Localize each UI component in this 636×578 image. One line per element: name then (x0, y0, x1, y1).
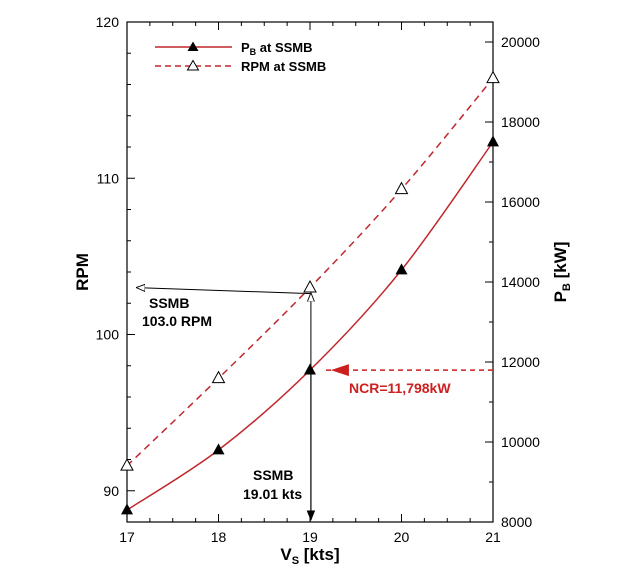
y-axis-right: 8000 10000 12000 14000 16000 18000 20000 (485, 34, 540, 530)
y-left-tick-label: 100 (96, 327, 120, 343)
plot-frame (126, 21, 494, 523)
y-axis-right-title: PB [kW] (551, 242, 573, 303)
y-right-tick-label: 10000 (501, 434, 540, 450)
x-tick-label: 19 (302, 529, 318, 545)
x-tick-label: 21 (485, 529, 501, 545)
speed-annotation-line2: 19.01 kts (243, 486, 302, 502)
ncr-annotation-label: NCR=11,798kW (349, 380, 451, 396)
legend: PB at SSMB RPM at SSMB (155, 40, 326, 74)
ncr-arrow-head (330, 364, 349, 377)
data-point-0 (212, 443, 225, 455)
series-layer (120, 70, 500, 515)
x-tick-label: 20 (394, 529, 410, 545)
y-left-tick-label: 120 (96, 14, 120, 30)
rpm-guide-arrow (137, 288, 311, 295)
annotation-guides (137, 288, 493, 522)
data-point-0 (121, 503, 133, 515)
legend-label-power: PB at SSMB (241, 40, 313, 57)
data-point-1 (486, 70, 500, 84)
data-point-1 (120, 458, 134, 471)
x-axis-title: VS [kts] (280, 545, 339, 567)
data-point-0 (395, 263, 408, 275)
x-tick-label: 17 (119, 529, 135, 545)
y-right-tick-label: 8000 (501, 514, 532, 530)
y-axis-left-title: RPM (73, 253, 92, 291)
data-point-1 (394, 181, 409, 195)
legend-label-rpm: RPM at SSMB (241, 59, 326, 74)
rpm-annotation-line1: SSMB (149, 295, 189, 311)
y-axis-left: 90 100 110 120 (96, 14, 135, 523)
data-point-1 (303, 279, 317, 293)
y-right-tick-label: 20000 (501, 34, 540, 50)
y-left-tick-label: 90 (103, 483, 119, 499)
speed-annotation-line1: SSMB (253, 467, 293, 483)
legend-marker-rpm (186, 59, 200, 71)
series-line-1 (126, 77, 494, 467)
y-right-tick-label: 18000 (501, 114, 540, 130)
data-point-0 (487, 135, 499, 147)
x-tick-label: 18 (211, 529, 227, 545)
data-point-1 (211, 370, 226, 384)
rpm-annotation-line2: 103.0 RPM (142, 313, 212, 329)
legend-marker-power (187, 41, 199, 51)
y-right-tick-label: 14000 (501, 274, 540, 290)
y-right-tick-label: 16000 (501, 194, 540, 210)
x-axis: 17 18 19 20 21 (119, 22, 501, 545)
y-left-tick-label: 110 (97, 170, 120, 186)
data-point-0 (304, 363, 316, 375)
y-right-tick-label: 12000 (501, 354, 540, 370)
